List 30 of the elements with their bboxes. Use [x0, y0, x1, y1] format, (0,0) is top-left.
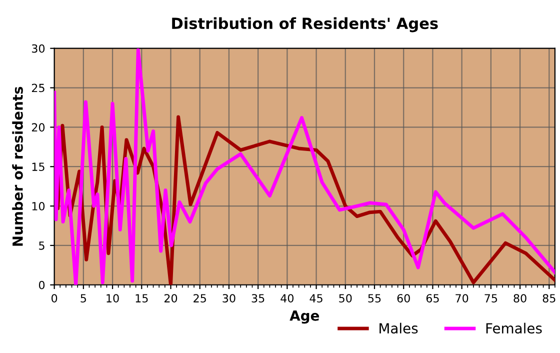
x-tick-label: 25 [194, 294, 206, 302]
x-tick-label: 75 [484, 294, 498, 302]
x-tick-label: 45 [310, 294, 322, 302]
x-tick-label: 80 [514, 294, 526, 302]
x-tick-label: 60 [397, 294, 410, 302]
x-tick-label: 30 [222, 294, 236, 302]
x-tick-label: 35 [252, 294, 264, 302]
x-tick-label: 85 [542, 294, 556, 302]
x-tick-label: 10 [106, 294, 119, 302]
x-tick-label: 70 [456, 294, 468, 302]
y-tick-label: 25 [32, 84, 44, 92]
x-tick-label: 5 [80, 294, 86, 302]
legend-label: Females [486, 322, 542, 334]
y-tick-label: 15 [32, 162, 44, 171]
x-tick-label: 20 [164, 294, 178, 302]
y-tick-label: 5 [39, 242, 44, 250]
y-axis-title: Number of residents [12, 86, 23, 246]
legend-label: Males [380, 322, 418, 334]
y-tick-label: 20 [32, 123, 45, 132]
y-tick-label: 10 [32, 202, 45, 210]
y-tick-label: 0 [38, 280, 45, 290]
chart-title: Distribution of Residents' Ages [172, 17, 438, 32]
x-tick-label: 50 [339, 294, 352, 302]
x-tick-label: 15 [136, 294, 148, 302]
x-tick-label: 40 [280, 294, 294, 302]
x-axis-title: Age [290, 310, 320, 324]
x-tick-label: 65 [426, 294, 439, 302]
x-tick-label: 0 [52, 294, 58, 302]
y-tick-label: 30 [32, 44, 45, 53]
x-tick-label: 55 [368, 294, 381, 302]
